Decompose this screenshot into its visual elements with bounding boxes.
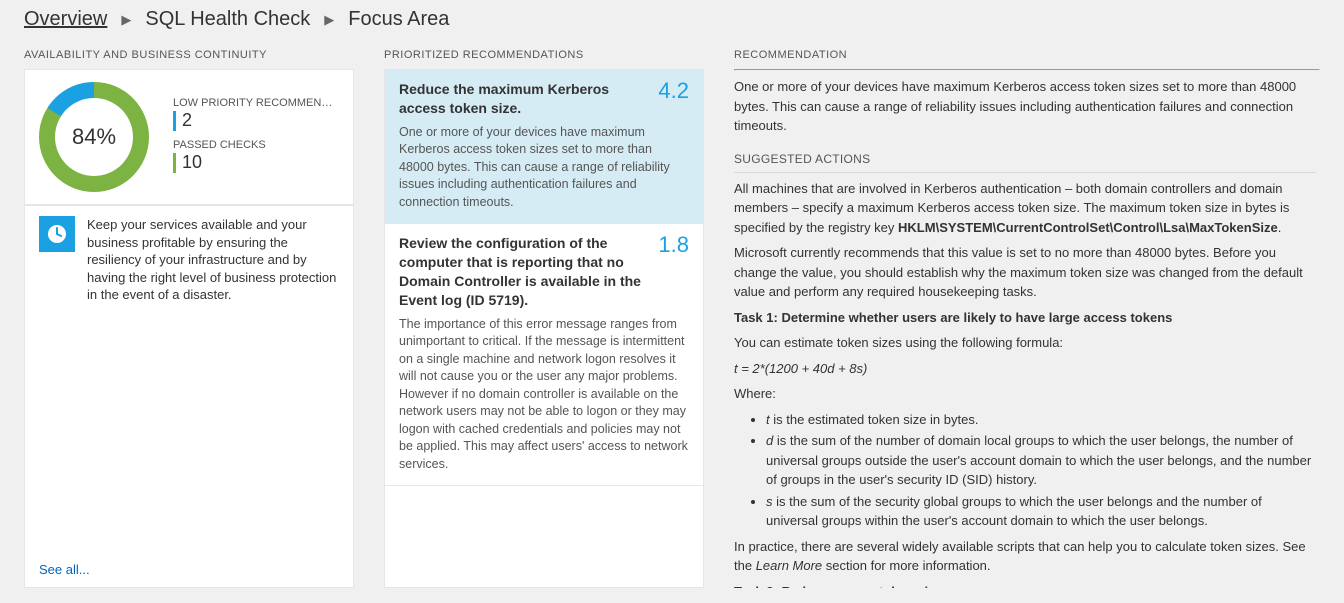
availability-info-card: Keep your services available and your bu… xyxy=(25,205,353,314)
availability-info-text: Keep your services available and your bu… xyxy=(87,216,339,304)
passed-checks-donut: 84% xyxy=(39,82,149,192)
breadcrumb: Overview ▶ SQL Health Check ▶ Focus Area xyxy=(24,8,1320,31)
recommendation-detail-column: RECOMMENDATION One or more of your devic… xyxy=(734,49,1320,588)
task1-formula: t = 2*(1200 + 40d + 8s) xyxy=(734,361,867,376)
where-list: t is the estimated token size in bytes. … xyxy=(766,410,1316,531)
task1-p1: You can estimate token sizes using the f… xyxy=(734,333,1316,353)
breadcrumb-sql-health-check[interactable]: SQL Health Check xyxy=(145,8,310,31)
recommendation-list: Reduce the maximum Kerberos access token… xyxy=(384,69,704,588)
availability-column: AVAILABILITY AND BUSINESS CONTINUITY 84%… xyxy=(24,49,354,588)
availability-summary-card[interactable]: 84% LOW PRIORITY RECOMMENDATIO... 2 PASS… xyxy=(24,69,354,205)
task1-p2: In practice, there are several widely av… xyxy=(734,537,1316,576)
availability-title: AVAILABILITY AND BUSINESS CONTINUITY xyxy=(24,49,354,61)
header: Overview ▶ SQL Health Check ▶ Focus Area xyxy=(0,0,1344,41)
recommendation-detail-title: RECOMMENDATION xyxy=(734,49,1320,61)
chevron-right-icon: ▶ xyxy=(324,12,334,28)
donut-percent-label: 84% xyxy=(39,82,149,192)
recommendation-item-desc: The importance of this error message ran… xyxy=(399,316,689,474)
where-label: Where: xyxy=(734,384,1316,404)
task1-title: Task 1: Determine whether users are like… xyxy=(734,310,1172,325)
availability-stats: LOW PRIORITY RECOMMENDATIO... 2 PASSED C… xyxy=(173,93,339,181)
breadcrumb-focus-area[interactable]: Focus Area xyxy=(348,8,449,31)
stat-low-priority-label: LOW PRIORITY RECOMMENDATIO... xyxy=(173,97,339,109)
breadcrumb-overview[interactable]: Overview xyxy=(24,8,107,31)
stat-low-priority-value: 2 xyxy=(173,111,339,131)
stat-low-priority: LOW PRIORITY RECOMMENDATIO... 2 xyxy=(173,97,339,131)
recommendation-item[interactable]: Reduce the maximum Kerberos access token… xyxy=(385,70,703,224)
suggested-actions-label: SUGGESTED ACTIONS xyxy=(734,150,1316,168)
clock-icon xyxy=(39,216,75,252)
suggested-intro: All machines that are involved in Kerber… xyxy=(734,179,1316,238)
recommendation-item-title: Reduce the maximum Kerberos access token… xyxy=(399,80,648,118)
recommendation-item-score: 1.8 xyxy=(658,234,689,256)
stat-passed-checks: PASSED CHECKS 10 xyxy=(173,139,339,173)
where-item-s: s is the sum of the security global grou… xyxy=(766,492,1316,531)
prioritized-title: PRIORITIZED RECOMMENDATIONS xyxy=(384,49,704,61)
recommendation-item[interactable]: Review the configuration of the computer… xyxy=(385,224,703,486)
recommendation-item-desc: One or more of your devices have maximum… xyxy=(399,124,689,212)
where-item-d: d is the sum of the number of domain loc… xyxy=(766,431,1316,490)
main-columns: AVAILABILITY AND BUSINESS CONTINUITY 84%… xyxy=(0,41,1344,600)
detail-intro: One or more of your devices have maximum… xyxy=(734,77,1316,136)
recommendation-item-score: 4.2 xyxy=(658,80,689,102)
stat-passed-checks-label: PASSED CHECKS xyxy=(173,139,339,151)
suggested-intro-2: Microsoft currently recommends that this… xyxy=(734,243,1316,302)
chevron-right-icon: ▶ xyxy=(121,12,131,28)
see-all-link[interactable]: See all... xyxy=(39,562,90,577)
where-item-t: t is the estimated token size in bytes. xyxy=(766,410,1316,430)
recommendation-detail: One or more of your devices have maximum… xyxy=(734,71,1320,588)
task2-title: Task 2: Reduce access token sizes xyxy=(734,584,949,589)
recommendation-item-title: Review the configuration of the computer… xyxy=(399,234,648,310)
prioritized-column: PRIORITIZED RECOMMENDATIONS Reduce the m… xyxy=(384,49,704,588)
stat-passed-checks-value: 10 xyxy=(173,153,339,173)
